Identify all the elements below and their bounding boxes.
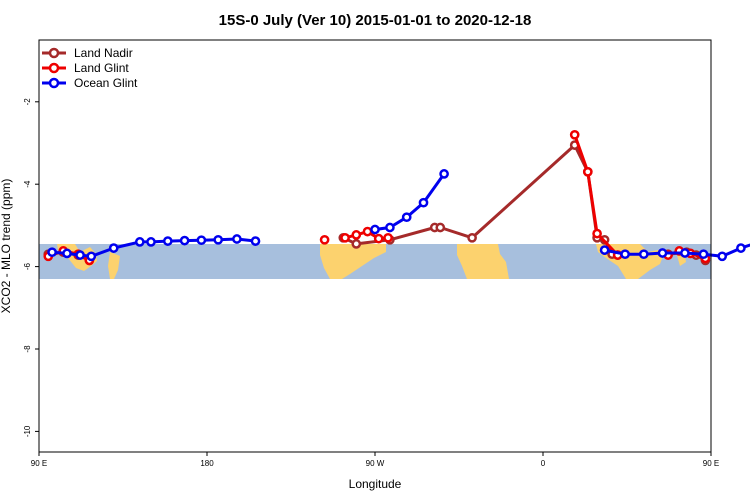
- data-point: [179, 235, 190, 246]
- x-tick-label: 90 E: [703, 459, 719, 468]
- x-tick-label: 180: [200, 459, 214, 468]
- data-point: [385, 222, 395, 233]
- y-tick-label: -8: [23, 345, 32, 353]
- data-point: [401, 212, 412, 223]
- data-point: [439, 169, 449, 179]
- series-layer: [43, 129, 750, 266]
- data-point: [86, 251, 97, 262]
- data-point: [435, 222, 446, 233]
- data-point: [134, 237, 145, 247]
- data-point: [638, 249, 649, 260]
- data-point: [213, 234, 224, 245]
- x-tick-label: 90 E: [31, 459, 47, 468]
- x-tick-label: 90 W: [366, 459, 385, 468]
- y-tick-label: -10: [23, 425, 32, 437]
- land-shape-south-america: [320, 244, 386, 279]
- series-line: [374, 173, 446, 231]
- legend-label: Land Glint: [74, 61, 129, 75]
- legend-swatch-marker: [48, 62, 60, 74]
- data-point: [196, 235, 207, 246]
- data-point: [250, 236, 261, 246]
- data-point: [232, 234, 242, 244]
- data-point: [418, 197, 429, 208]
- land-shape-africa: [457, 244, 509, 279]
- legend-swatch-marker: [48, 77, 60, 89]
- data-point: [569, 129, 580, 140]
- data-point: [362, 226, 373, 237]
- data-point: [680, 248, 690, 258]
- data-point: [657, 248, 668, 258]
- data-point: [370, 224, 380, 235]
- chart-title: 15S-0 July (Ver 10) 2015-01-01 to 2020-1…: [219, 12, 532, 29]
- data-point: [373, 233, 384, 244]
- data-point: [319, 234, 330, 245]
- land-shape-australia-east: [108, 252, 120, 279]
- y-axis-label: XCO2 - MLO trend (ppm): [0, 179, 13, 314]
- data-point: [75, 250, 85, 260]
- data-point: [146, 237, 156, 247]
- y-tick-label: -4: [23, 180, 32, 188]
- legend-swatch-marker: [48, 47, 60, 59]
- data-point: [351, 230, 362, 240]
- y-tick-label: -6: [23, 262, 32, 270]
- series-line: [573, 134, 619, 257]
- data-point: [467, 232, 477, 243]
- data-point: [717, 251, 728, 262]
- data-point: [592, 228, 602, 239]
- data-point: [599, 245, 610, 255]
- legend-label: Land Nadir: [74, 46, 133, 60]
- data-point: [620, 249, 630, 260]
- legend-label: Ocean Glint: [74, 76, 138, 90]
- series-ocean-glint: [47, 169, 750, 262]
- data-point: [47, 247, 57, 258]
- data-point: [62, 248, 72, 259]
- data-point: [351, 239, 362, 249]
- y-axis: -2 -4 -6 -8 -10: [23, 98, 39, 437]
- data-point: [162, 236, 173, 246]
- x-axis-label: Longitude: [349, 477, 402, 491]
- data-point: [383, 232, 393, 243]
- data-point: [736, 243, 746, 253]
- y-tick-label: -2: [23, 98, 32, 106]
- x-tick-label: 0: [541, 459, 546, 468]
- data-point: [340, 232, 350, 243]
- data-point: [698, 249, 709, 260]
- data-point: [582, 166, 593, 177]
- data-point: [108, 243, 119, 253]
